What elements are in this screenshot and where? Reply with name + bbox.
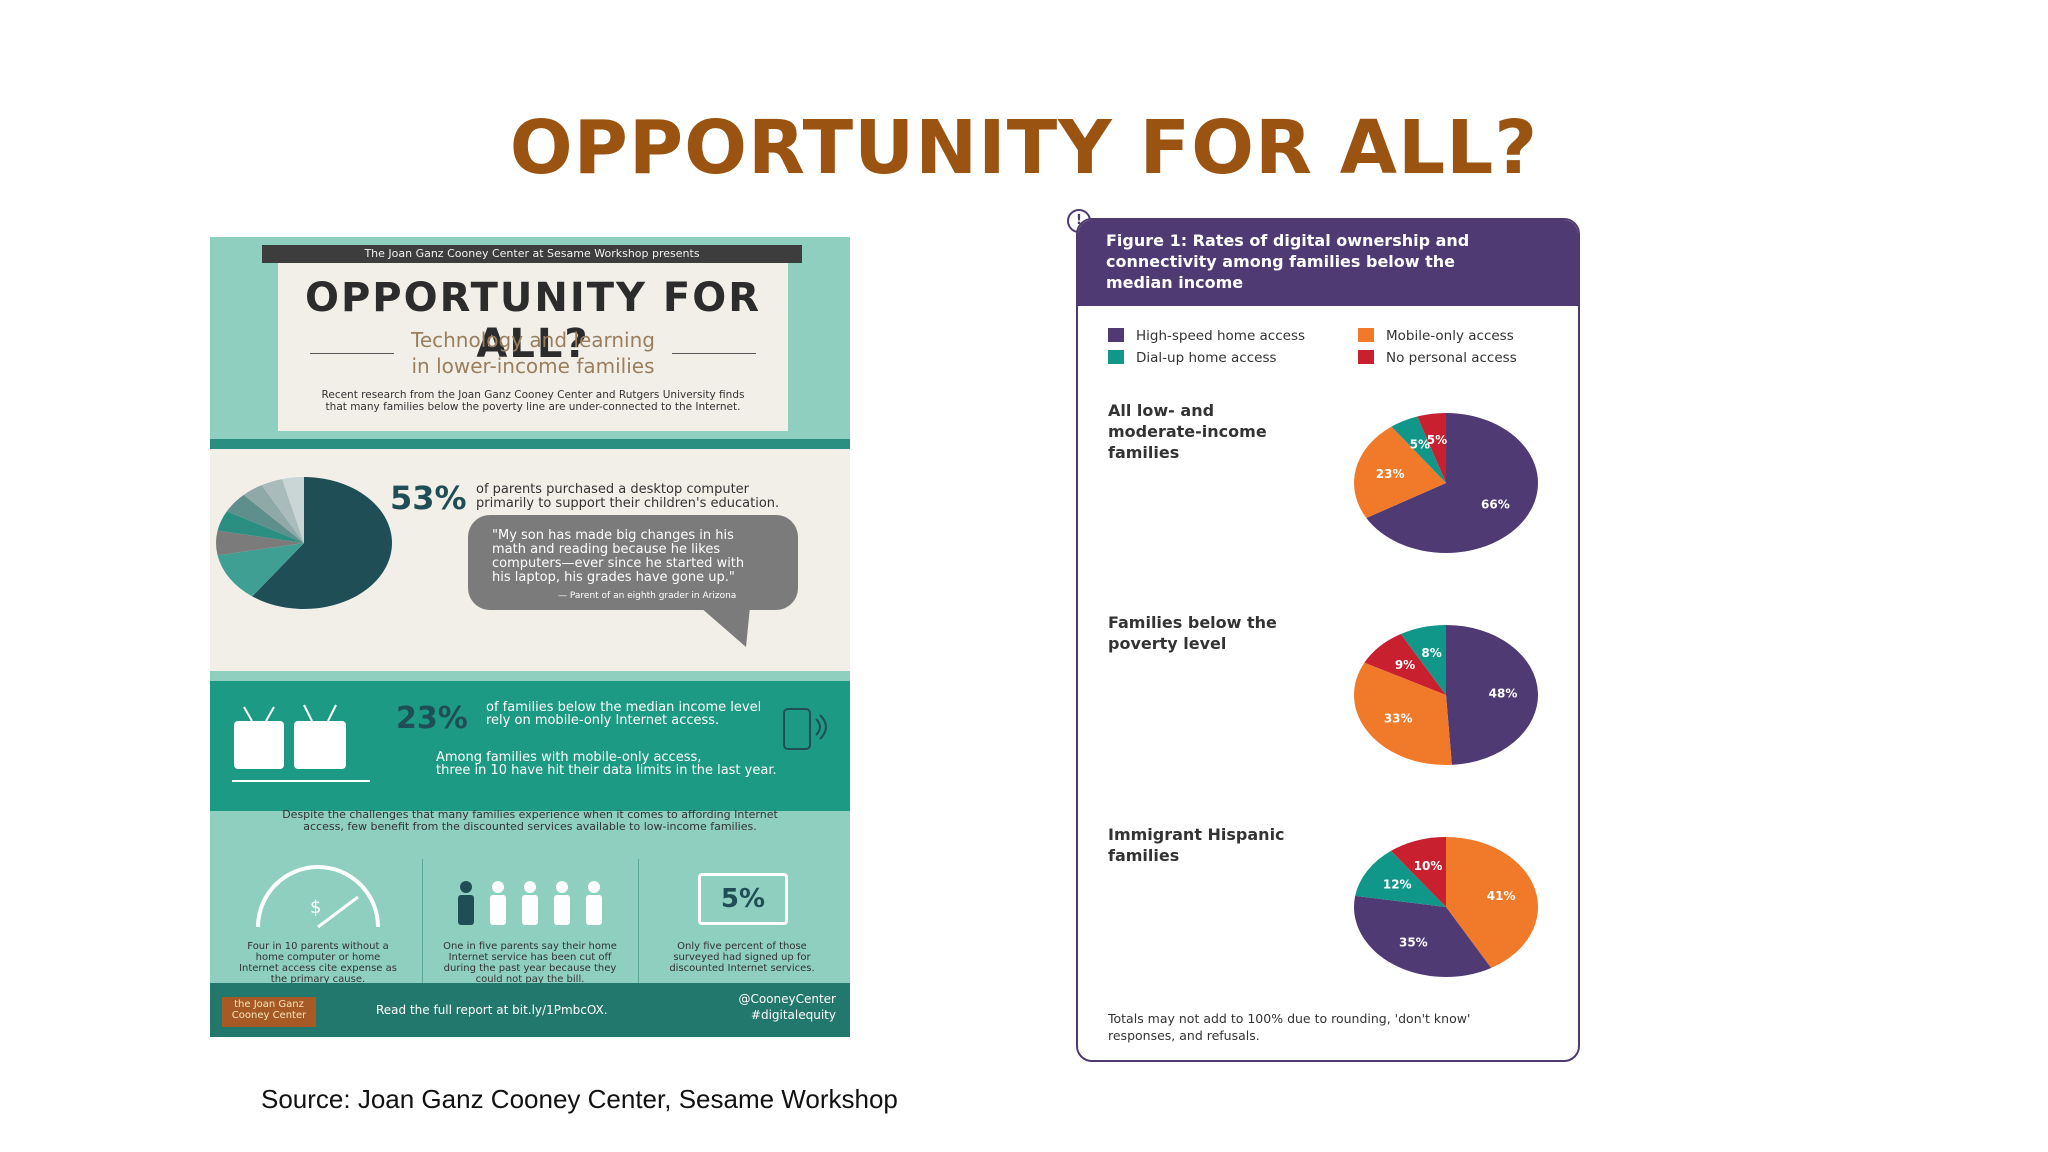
figure-note: Totals may not add to 100% due to roundi… bbox=[1108, 1011, 1471, 1043]
infographic-banner: The Joan Ganz Cooney Center at Sesame Wo… bbox=[262, 245, 802, 263]
legend-item-high-speed: High-speed home access bbox=[1108, 328, 1305, 344]
quote-bubble: "My son has made big changes in his math… bbox=[468, 515, 798, 610]
quote-text: "My son has made big changes in his math… bbox=[492, 528, 745, 585]
cutoff-caption: One in five parents say their home Inter… bbox=[443, 941, 617, 985]
infographic-footer: the Joan Ganz Cooney Center Read the ful… bbox=[210, 983, 850, 1037]
pie-slice bbox=[1391, 416, 1446, 483]
legend-swatch bbox=[1358, 350, 1374, 364]
report-link[interactable]: Read the full report at bit.ly/1PmbcOX. bbox=[376, 1003, 608, 1017]
expense-stat: $ Four in 10 parents without a home comp… bbox=[218, 847, 418, 987]
pie-slice-label: 41% bbox=[1487, 889, 1516, 903]
desktop-pie-slice bbox=[261, 479, 304, 543]
source-caption: Source: Joan Ganz Cooney Center, Sesame … bbox=[261, 1084, 898, 1114]
infographic-title-card: OPPORTUNITY FOR ALL? Technology and lear… bbox=[278, 263, 788, 431]
slide-title: OPPORTUNITY FOR ALL? bbox=[509, 105, 1539, 191]
pie-slice bbox=[1354, 895, 1492, 977]
mobile-limits-text: Among families with mobile-only access, … bbox=[436, 750, 777, 778]
infographic: The Joan Ganz Cooney Center at Sesame Wo… bbox=[210, 237, 850, 1037]
quote-tail bbox=[700, 607, 750, 647]
pie-slice-label: 23% bbox=[1376, 467, 1405, 481]
pie-chart-all-low-income: 66% 23% 5%5% bbox=[1354, 413, 1538, 553]
pie-slice bbox=[1390, 837, 1446, 907]
people-icon bbox=[458, 881, 602, 925]
pie-slice-label: 33% bbox=[1384, 712, 1413, 726]
challenges-text: Despite the challenges that many familie… bbox=[282, 808, 778, 833]
pie-slice-label: 5% bbox=[1410, 437, 1430, 451]
divider bbox=[672, 353, 756, 354]
tv-icon bbox=[232, 704, 370, 782]
pie-slice bbox=[1400, 625, 1446, 695]
pie-slice bbox=[1366, 413, 1538, 553]
discount-caption: Only five percent of those surveyed had … bbox=[669, 941, 815, 974]
cutoff-stat: One in five parents say their home Inter… bbox=[430, 847, 630, 987]
group-label-immigrant-hispanic: Immigrant Hispanic families bbox=[1108, 825, 1285, 865]
pie-slice-label: 10% bbox=[1414, 859, 1443, 873]
pie-chart-below-poverty: 48% 33% 9% 8% bbox=[1354, 625, 1538, 765]
quote-attribution: — Parent of an eighth grader in Arizona bbox=[558, 591, 737, 601]
desktop-pie-slice bbox=[252, 477, 392, 609]
pie-slice bbox=[1417, 413, 1446, 483]
stat-mobile-value: 23% bbox=[396, 701, 468, 736]
desktop-pie-slice bbox=[243, 485, 304, 543]
legend-swatch bbox=[1358, 328, 1374, 342]
discount-stat: 5% Only five percent of those surveyed h… bbox=[642, 847, 842, 987]
pie-slice-label: 66% bbox=[1481, 498, 1510, 512]
desktop-section: 53% of parents purchased a desktop compu… bbox=[210, 449, 850, 671]
infographic-intro: Recent research from the Joan Ganz Coone… bbox=[321, 389, 745, 413]
stat-desktop-text: of parents purchased a desktop computer … bbox=[476, 482, 780, 511]
group-label-below-poverty: Families below the poverty level bbox=[1108, 613, 1277, 653]
desktop-pie-slice bbox=[217, 543, 304, 597]
desktop-pie-slice bbox=[217, 511, 304, 543]
legend-item-mobile-only: Mobile-only access bbox=[1358, 328, 1514, 344]
mobile-section: 23% of families below the median income … bbox=[210, 681, 850, 811]
section-divider bbox=[210, 439, 850, 449]
gauge-icon: $ bbox=[256, 865, 380, 929]
pie-slice bbox=[1354, 426, 1446, 518]
discount-value: 5% bbox=[720, 884, 766, 914]
infographic-subtitle: Technology and learning in lower-income … bbox=[411, 328, 655, 378]
cooney-center-logo: the Joan Ganz Cooney Center bbox=[222, 997, 316, 1027]
divider bbox=[310, 353, 394, 354]
pie-chart-immigrant-hispanic: 41% 35% 12%10% bbox=[1354, 837, 1538, 977]
expense-caption: Four in 10 parents without a home comput… bbox=[239, 941, 397, 985]
desktop-pie-slice bbox=[216, 530, 304, 556]
column-divider bbox=[422, 859, 423, 989]
column-divider bbox=[638, 859, 639, 989]
pie-slice-label: 12% bbox=[1383, 878, 1412, 892]
stat-mobile-text: of families below the median income leve… bbox=[486, 700, 762, 728]
pie-slice-label: 35% bbox=[1399, 936, 1428, 950]
figure-title: Figure 1: Rates of digital ownership and… bbox=[1106, 231, 1470, 292]
pie-slice bbox=[1355, 850, 1446, 907]
svg-text:$: $ bbox=[310, 897, 321, 918]
figure-header: Figure 1: Rates of digital ownership and… bbox=[1078, 220, 1578, 306]
desktop-pie-slice bbox=[282, 477, 304, 543]
pie-slice-label: 8% bbox=[1421, 646, 1441, 660]
desktop-pie-chart bbox=[216, 477, 392, 609]
infographic-title: OPPORTUNITY FOR ALL? bbox=[304, 275, 762, 367]
pie-slice bbox=[1364, 634, 1446, 695]
pie-slice bbox=[1446, 625, 1538, 765]
pie-slice bbox=[1354, 662, 1452, 765]
pie-slice-label: 5% bbox=[1427, 433, 1447, 447]
pie-slice bbox=[1446, 837, 1538, 968]
stat-desktop-value: 53% bbox=[390, 479, 467, 517]
pie-slice-label: 48% bbox=[1489, 687, 1518, 701]
legend-item-dial-up: Dial-up home access bbox=[1108, 350, 1277, 366]
desktop-pie-slice bbox=[226, 494, 304, 543]
pie-slice-label: 9% bbox=[1395, 658, 1415, 672]
social-handles[interactable]: @CooneyCenter #digitalequity bbox=[738, 992, 836, 1022]
legend-swatch bbox=[1108, 350, 1124, 364]
phone-icon bbox=[783, 708, 827, 750]
legend-item-no-access: No personal access bbox=[1358, 350, 1517, 366]
figure-panel: Figure 1: Rates of digital ownership and… bbox=[1076, 218, 1580, 1062]
monitor-icon: 5% bbox=[698, 873, 788, 925]
legend-swatch bbox=[1108, 328, 1124, 342]
group-label-all-low-income: All low- and moderate-income families bbox=[1108, 401, 1267, 462]
